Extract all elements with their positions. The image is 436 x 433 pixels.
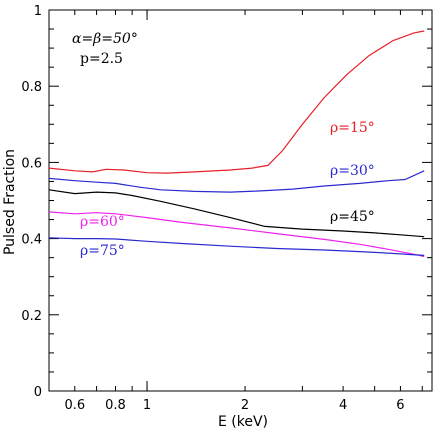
y-tick-label: 0.8 [21,80,42,95]
annotation-p: p=2.5 [80,51,123,67]
annotation-angles: α=β=50° [72,31,138,47]
y-tick-label: 0.4 [21,233,42,248]
series-line-1 [48,30,425,174]
y-axis-title: Pulsed Fraction [2,149,18,255]
series-label-5: ρ=75° [80,243,125,259]
x-tick-label: 4 [339,398,347,413]
y-tick-label: 0.6 [21,156,42,171]
series-label-3: ρ=45° [330,209,375,225]
x-tick-label: 2 [241,398,249,413]
y-tick-label: 0.2 [21,309,42,324]
series-label-1: ρ=15° [330,120,375,136]
series-line-2 [48,170,425,193]
x-tick-label: 6 [396,398,404,413]
x-tick-label: 0.8 [105,398,126,413]
y-tick-label: 0 [34,385,42,400]
plot-frame [48,9,433,392]
x-tick-label: 0.6 [64,398,85,413]
series-line-3 [48,189,425,238]
series-line-5 [48,237,425,256]
series-label-4: ρ=60° [80,214,125,230]
y-tick-label: 1 [34,4,42,19]
x-tick-label: 1 [143,398,151,413]
series-line-4 [48,211,425,258]
series-label-2: ρ=30° [330,163,375,179]
x-axis-title: E (keV) [218,414,268,430]
